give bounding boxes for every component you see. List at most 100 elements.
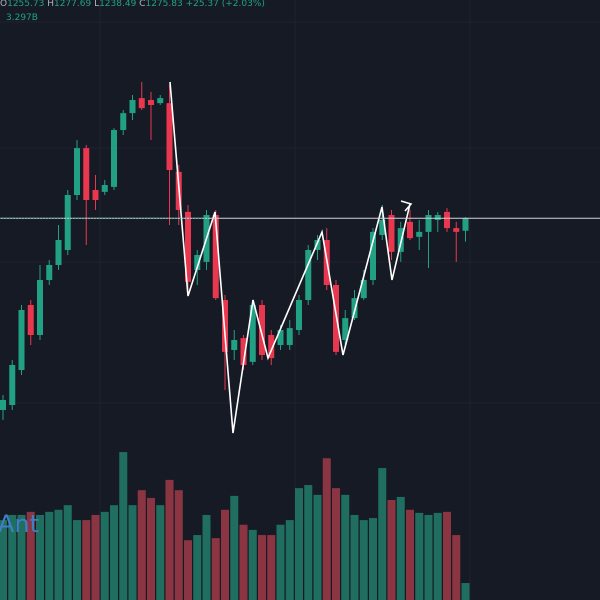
volume-bar (26, 511, 35, 600)
low-label: L (94, 0, 99, 9)
candle-body (277, 330, 284, 345)
candle-body (37, 280, 43, 335)
candle-body (64, 195, 71, 250)
candle-body (240, 338, 247, 365)
candle-body (55, 240, 62, 265)
candle-body (434, 215, 441, 220)
candle-body (351, 298, 358, 319)
volume-bar (415, 512, 424, 600)
volume-bar (36, 514, 44, 600)
volume-bar (165, 479, 174, 600)
volume-bar (461, 583, 470, 600)
volume-bar (119, 452, 128, 600)
candle-body (314, 240, 321, 250)
open-label: O (0, 0, 7, 9)
candle-body (249, 305, 256, 362)
volume-bar (341, 494, 350, 600)
watermark: Ant (0, 510, 39, 538)
candle-body (46, 265, 53, 280)
high-value: 1277.69 (54, 0, 91, 9)
low-value: 1238.49 (99, 0, 136, 9)
volume-bar (17, 514, 26, 600)
volume-pane (0, 452, 470, 600)
open-value: 1255.73 (7, 0, 44, 9)
candle-body (120, 113, 127, 130)
volume-bar (406, 509, 414, 600)
volume-bar (322, 458, 331, 600)
volume-bar (174, 490, 183, 600)
volume-bar (313, 494, 322, 600)
candle-body (92, 190, 99, 200)
volume-bar (295, 488, 303, 600)
change: +25.37 (+2.03%) (186, 0, 265, 9)
volume-bar (100, 511, 109, 600)
drawing-zigzag (169, 81, 411, 434)
volume-label: 3.297B (6, 13, 38, 23)
candle-body (166, 103, 173, 170)
volume-bar (128, 505, 137, 600)
candle-body (101, 185, 108, 192)
volume-bar (82, 520, 91, 600)
volume-bar (378, 468, 387, 600)
volume-bar (267, 535, 276, 600)
volume-bar (433, 512, 442, 600)
candle-body (416, 231, 423, 237)
volume-bar (258, 535, 266, 600)
candle-body (305, 250, 312, 300)
ohlc-legend: O1255.73 H1277.69 L1238.49 C1275.83 +25.… (0, 0, 265, 9)
volume-bar (156, 505, 165, 600)
volume-bar (202, 514, 211, 600)
volume-bar (91, 514, 100, 600)
volume-bar (387, 500, 396, 600)
volume-bar (350, 514, 359, 600)
candle-body (286, 328, 293, 345)
volume-bar (184, 540, 192, 600)
volume-bar (239, 524, 248, 600)
volume-bar (304, 485, 313, 600)
volume-bar (248, 529, 257, 600)
volume-bar (369, 518, 377, 600)
candle-body (194, 255, 201, 270)
candle-body (185, 211, 191, 282)
candle-body (157, 98, 164, 104)
candle-body (268, 335, 275, 359)
volume-bar (147, 497, 155, 600)
volume-bar (276, 524, 285, 600)
candle-body (370, 231, 376, 280)
candle-body (231, 340, 238, 350)
volume-bar (0, 520, 7, 600)
volume-bar (73, 520, 81, 600)
volume-bar (396, 496, 405, 600)
volume-bar (211, 538, 220, 600)
candle-body (74, 148, 80, 195)
candle-body (83, 148, 90, 200)
volume-bar (8, 514, 17, 600)
volume-bar (230, 495, 239, 600)
candle-body (138, 98, 145, 109)
candle-body (453, 228, 460, 232)
volume-bar (332, 488, 340, 600)
candle-body (129, 100, 136, 114)
high-label: H (47, 0, 54, 9)
candle-body (0, 400, 6, 410)
volume-bar (443, 511, 451, 600)
candle-body (212, 215, 219, 299)
volume-bar (63, 505, 72, 600)
candle-body (407, 221, 413, 239)
volume-bar (137, 490, 146, 600)
candle-body (148, 100, 154, 105)
candle-body (360, 280, 367, 299)
candle-body (27, 305, 34, 335)
volume-bar (359, 520, 368, 600)
candle-body (342, 318, 349, 340)
candle-body (425, 215, 432, 232)
candle-body (444, 211, 450, 229)
volume-bar (110, 505, 118, 600)
close-label: C (139, 0, 145, 9)
volume-bar (193, 535, 202, 600)
candle-body (18, 310, 25, 370)
volume-bar (45, 511, 54, 600)
candle-body (388, 215, 395, 252)
